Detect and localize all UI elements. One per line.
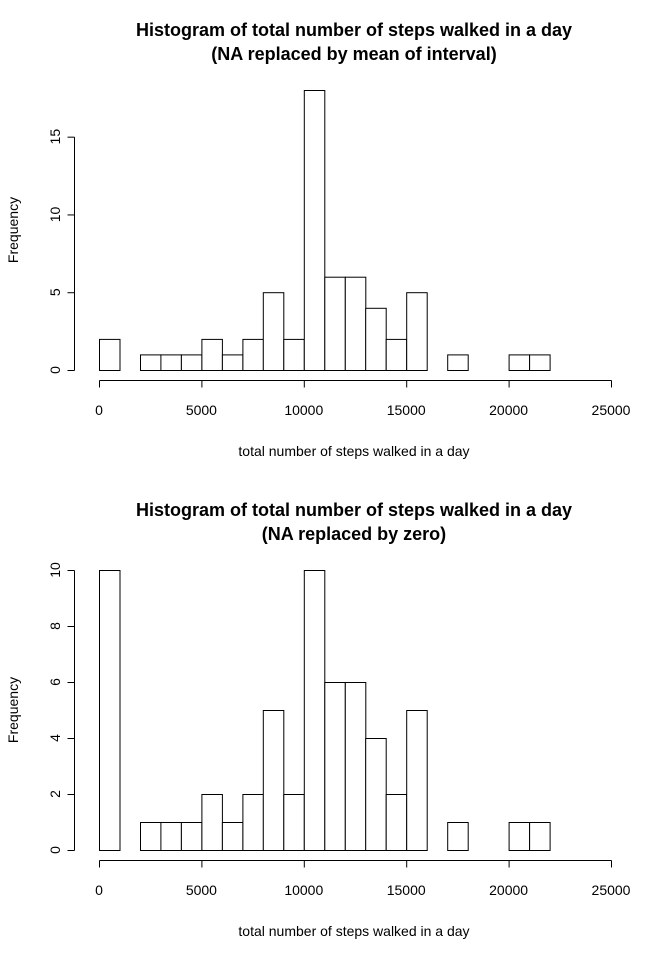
chart-subtitle: (NA replaced by zero) xyxy=(262,524,446,544)
x-tick-label: 0 xyxy=(95,402,103,418)
chart-title: Histogram of total number of steps walke… xyxy=(136,500,572,520)
y-axis: 0 2 4 6 8 10 xyxy=(47,562,75,854)
chart-title: Histogram of total number of steps walke… xyxy=(136,20,572,40)
bars-group xyxy=(99,90,551,372)
histogram-panel-zero-imputed: Histogram of total number of steps walke… xyxy=(5,500,631,939)
y-tick-label: 10 xyxy=(47,206,63,222)
histogram-bar xyxy=(303,570,326,851)
histogram-bar xyxy=(99,570,121,851)
x-tick-label: 20000 xyxy=(489,402,528,418)
x-tick-label: 10000 xyxy=(284,402,323,418)
y-tick-label: 10 xyxy=(47,562,63,578)
histogram-bar xyxy=(283,794,305,851)
histogram-bar xyxy=(344,276,367,372)
x-tick-label: 20000 xyxy=(489,882,528,898)
histogram-bar xyxy=(140,354,162,371)
y-tick-label: 4 xyxy=(47,734,63,742)
histogram-bar xyxy=(242,338,264,371)
x-tick-label: 5000 xyxy=(186,402,217,418)
histogram-bar xyxy=(385,338,408,371)
chart-subtitle: (NA replaced by mean of interval) xyxy=(211,44,496,64)
histogram-bar xyxy=(140,822,162,851)
histogram-bar xyxy=(508,354,531,371)
y-tick-label: 0 xyxy=(47,366,63,374)
histogram-bar xyxy=(160,822,182,851)
y-axis-label: Frequency xyxy=(5,197,21,263)
histogram-bar xyxy=(99,338,121,371)
histogram-bar xyxy=(221,354,244,371)
histogram-bar xyxy=(160,354,182,371)
x-axis-label: total number of steps walked in a day xyxy=(238,443,469,459)
y-axis-label: Frequency xyxy=(5,677,21,743)
histogram-bar xyxy=(180,354,203,371)
y-tick-label: 0 xyxy=(47,846,63,854)
histogram-bar xyxy=(529,354,551,371)
histogram-bar xyxy=(262,292,285,372)
histogram-bar xyxy=(221,822,244,851)
y-tick-label: 2 xyxy=(47,790,63,798)
x-tick-label: 25000 xyxy=(592,882,631,898)
histogram-bar xyxy=(406,710,428,851)
y-axis: 0 5 10 15 xyxy=(47,129,75,374)
histogram-bar xyxy=(262,710,285,851)
x-axis: 0 5000 10000 15000 20000 25000 xyxy=(95,380,631,418)
histogram-bar xyxy=(324,682,346,851)
histogram-bar xyxy=(324,276,346,372)
y-tick-label: 8 xyxy=(47,622,63,630)
x-axis-label: total number of steps walked in a day xyxy=(238,923,469,939)
histogram-bar xyxy=(447,354,469,371)
histogram-bar xyxy=(303,90,326,371)
x-tick-label: 0 xyxy=(95,882,103,898)
histogram-bar xyxy=(406,292,428,372)
histogram-bar xyxy=(201,338,223,371)
y-tick-label: 6 xyxy=(47,678,63,686)
x-axis: 0 5000 10000 15000 20000 25000 xyxy=(95,860,631,898)
histogram-bar xyxy=(283,338,305,371)
y-tick-label: 5 xyxy=(47,288,63,296)
x-tick-label: 10000 xyxy=(284,882,323,898)
histogram-bar xyxy=(180,822,203,851)
histogram-bar xyxy=(365,307,387,371)
x-tick-label: 15000 xyxy=(387,882,426,898)
histogram-bar xyxy=(508,822,531,851)
histogram-bar xyxy=(529,822,551,851)
x-tick-label: 25000 xyxy=(592,402,631,418)
histogram-bar xyxy=(447,822,469,851)
y-tick-label: 15 xyxy=(47,129,63,145)
histogram-bar xyxy=(365,738,387,851)
x-tick-label: 5000 xyxy=(186,882,217,898)
histogram-bar xyxy=(344,682,367,851)
histogram-bar xyxy=(201,794,223,851)
histogram-panel-mean-imputed: Histogram of total number of steps walke… xyxy=(5,20,631,459)
bars-group xyxy=(99,570,551,851)
histogram-bar xyxy=(385,794,408,851)
histogram-bar xyxy=(242,794,264,851)
x-tick-label: 15000 xyxy=(387,402,426,418)
